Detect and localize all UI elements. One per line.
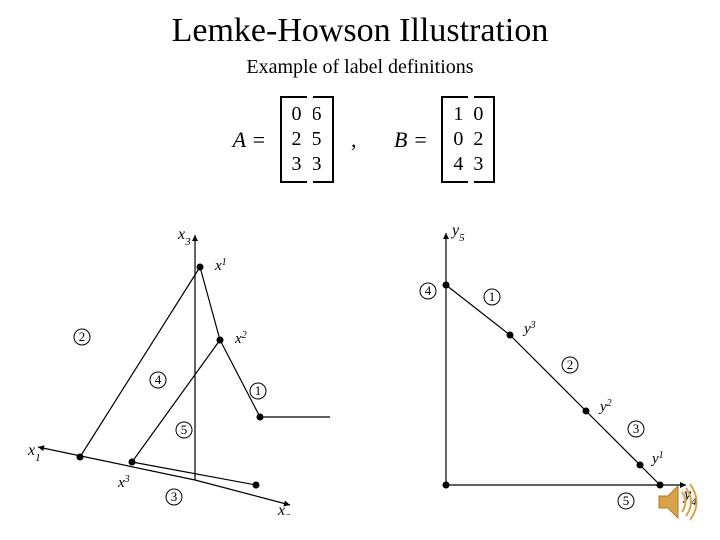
svg-text:4: 4 [155,372,162,387]
svg-text:2: 2 [79,329,86,344]
svg-text:3: 3 [171,489,178,504]
svg-text:4: 4 [425,283,432,298]
svg-text:x2: x2 [277,502,291,515]
svg-text:5: 5 [623,493,630,508]
svg-text:x1: x1 [27,442,41,464]
svg-text:y5: y5 [450,222,465,244]
slide: { "title": "Lemke-Howson Illustration", … [0,0,720,540]
matrix-equations: A = 0 62 53 3 , B = 1 00 24 3 [0,96,720,183]
svg-text:x1: x1 [214,257,227,275]
svg-text:y3: y3 [522,320,536,338]
svg-text:y1: y1 [650,450,664,468]
matrix-a-label: A = [233,127,266,153]
svg-text:1: 1 [255,383,262,398]
speaker-icon [656,482,702,522]
svg-text:2: 2 [567,357,574,372]
svg-text:y2: y2 [598,398,612,416]
matrix-a: 0 62 53 3 [280,96,334,183]
svg-text:x3: x3 [117,474,130,492]
svg-text:5: 5 [181,422,188,437]
svg-text:x3: x3 [177,226,191,248]
svg-text:3: 3 [633,421,640,436]
matrix-separator: , [351,127,357,153]
svg-text:x2: x2 [234,330,247,348]
matrix-b-label: B = [394,127,428,153]
svg-text:1: 1 [489,289,496,304]
right-diagram: y5y4y3y2y141235 [400,215,700,515]
slide-title: Lemke-Howson Illustration [0,12,720,50]
left-diagram: x3 x1 x2 x1 x2 x3 2 4 5 1 3 [20,215,360,515]
slide-subtitle: Example of label definitions [0,56,720,79]
matrix-b: 1 00 24 3 [441,96,495,183]
